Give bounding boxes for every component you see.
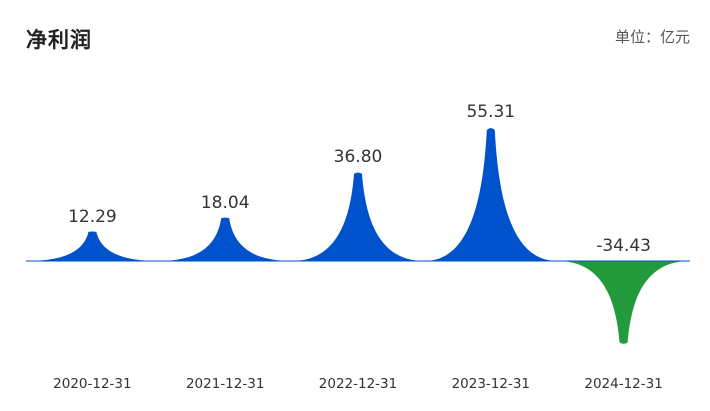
area-mark-2021-12-31[interactable] <box>158 217 292 261</box>
value-label: 36.80 <box>334 147 383 167</box>
x-tick-label: 2024-12-31 <box>584 376 662 392</box>
x-tick-label: 2020-12-31 <box>53 376 131 392</box>
value-label: -34.43 <box>596 236 651 256</box>
x-tick-label: 2022-12-31 <box>319 376 397 392</box>
unit-label: 单位：亿元 <box>614 28 690 46</box>
chart-title: 净利润 <box>26 28 92 52</box>
x-tick-label: 2021-12-31 <box>186 376 264 392</box>
area-mark-2020-12-31[interactable] <box>26 231 159 261</box>
x-tick-label: 2023-12-31 <box>452 376 530 392</box>
value-label: 55.31 <box>466 102 515 122</box>
area-mark-2024-12-31[interactable] <box>557 261 690 344</box>
value-label: 12.29 <box>68 207 117 227</box>
value-label: 18.04 <box>201 193 250 213</box>
area-mark-2023-12-31[interactable] <box>424 128 558 261</box>
area-mark-2022-12-31[interactable] <box>291 172 425 261</box>
